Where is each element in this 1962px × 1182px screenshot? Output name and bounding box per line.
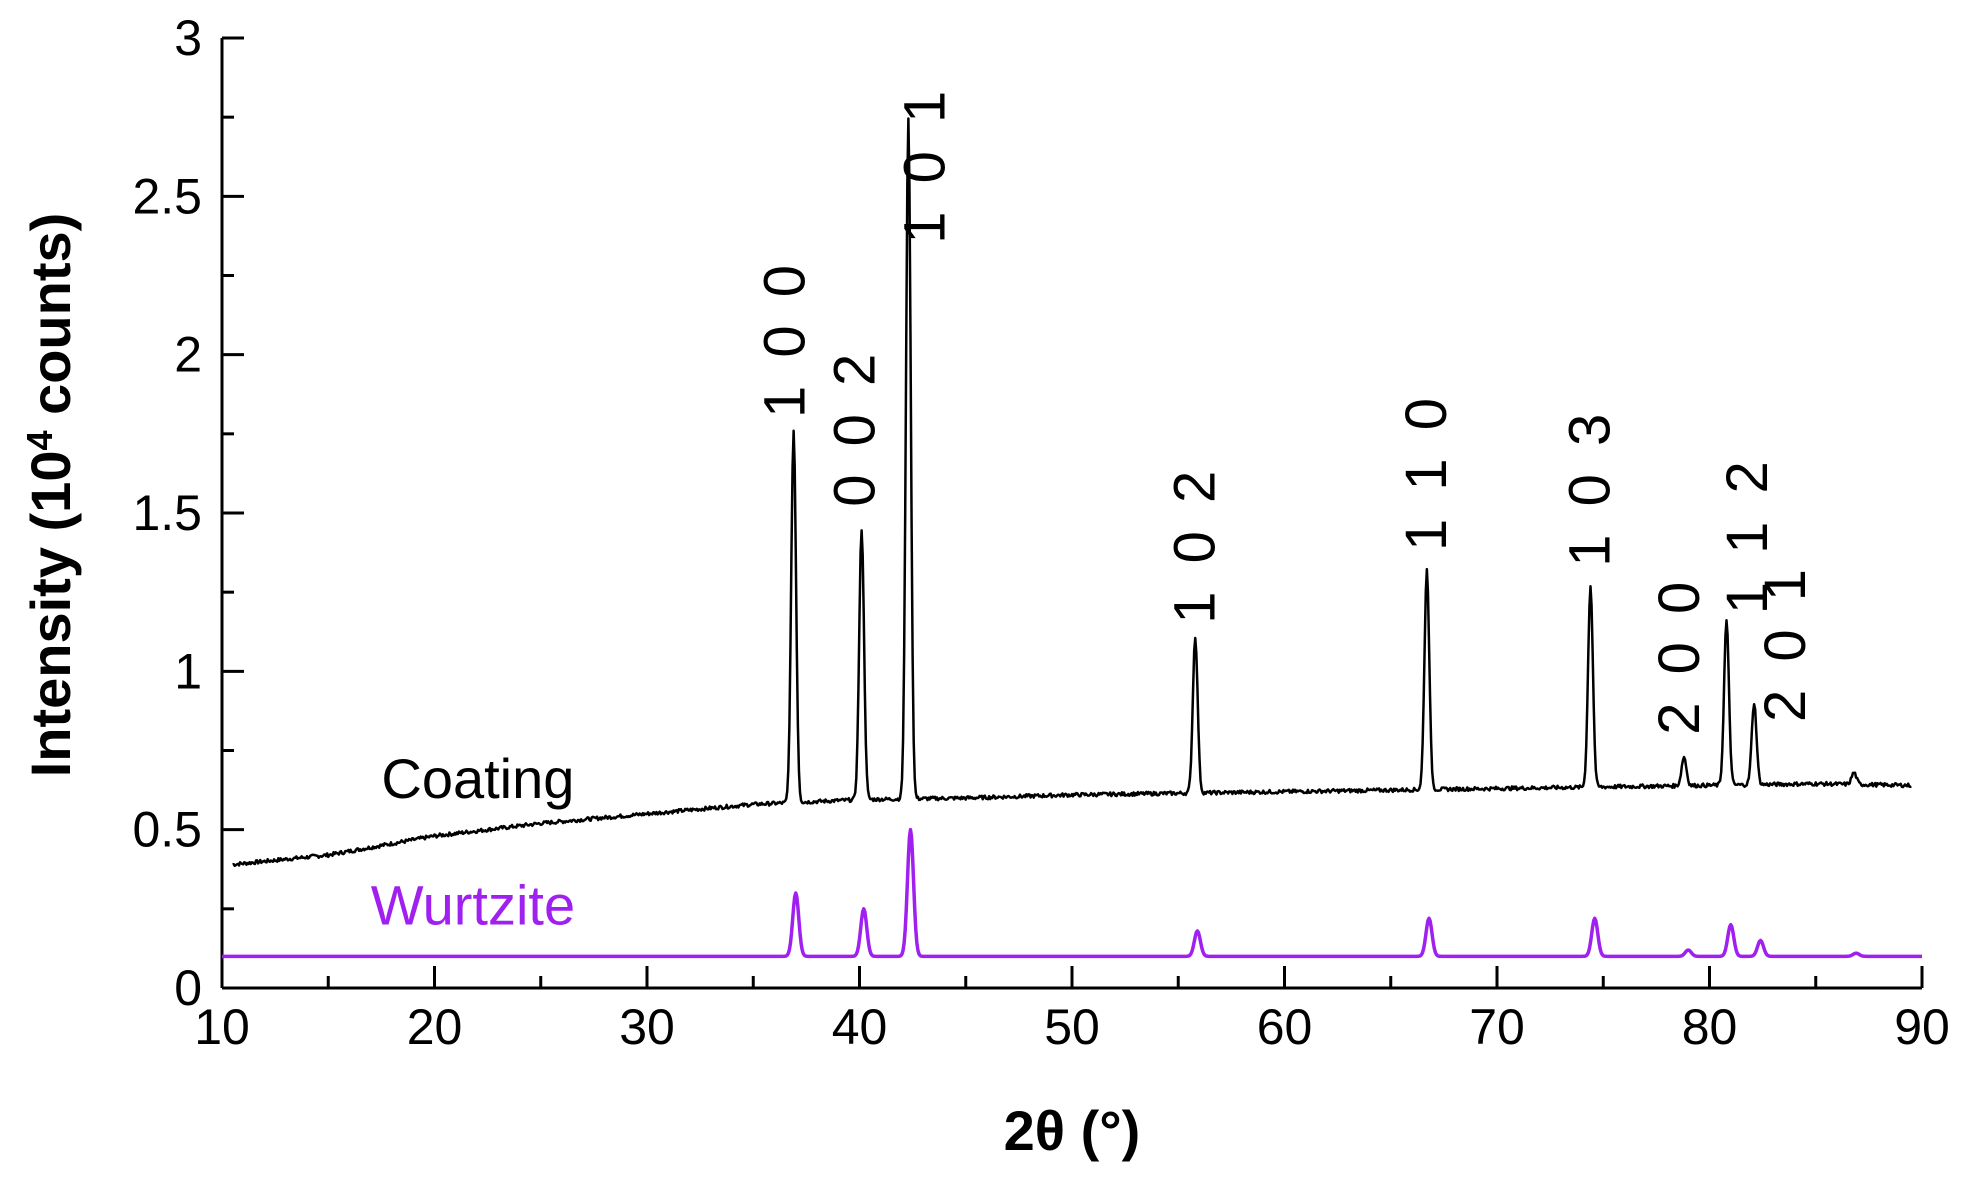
x-tick-label: 10 (194, 999, 250, 1055)
y-axis-title-main: Intensity (10 (19, 451, 82, 778)
peak-label: 2 0 1 (1753, 563, 1818, 722)
peak-label: 2 0 0 (1647, 576, 1712, 735)
x-tick-label: 40 (832, 999, 888, 1055)
peak-label: 1 1 0 (1394, 392, 1459, 551)
x-tick-label: 30 (619, 999, 675, 1055)
y-tick-label: 1.5 (132, 485, 202, 541)
labels-layer: Coating Wurtzite 1 0 00 0 2 1 0 1 1 0 2 1 1 0… (371, 85, 1818, 937)
peak-label: 0 0 2 (822, 348, 887, 507)
series-layer (221, 117, 1923, 959)
series-label: Wurtzite (371, 874, 575, 937)
y-axis-title-sup: 4 (19, 430, 60, 450)
peak-label: 1 0 1 (893, 85, 958, 244)
y-tick-label: 1 (174, 643, 202, 699)
y-tick-label: 3 (174, 10, 202, 66)
y-tick-label: 0 (174, 960, 202, 1016)
peak-label: 1 0 0 (752, 259, 817, 418)
peak-label: 1 0 2 (1162, 465, 1227, 624)
x-tick-label: 60 (1257, 999, 1313, 1055)
y-tick-label: 0.5 (132, 802, 202, 858)
y-axis-title-tail: counts) (19, 213, 82, 431)
y-axis-title: Intensity (104 counts) (19, 213, 82, 778)
y-tick-label: 2 (174, 327, 202, 383)
x-tick-label: 50 (1044, 999, 1100, 1055)
peak-label: 1 1 2 (1715, 455, 1780, 614)
peak-label: 1 0 3 (1558, 408, 1623, 567)
x-tick-label: 20 (407, 999, 463, 1055)
series-wurtzite-line (221, 827, 1923, 959)
series-coating-line (232, 117, 1912, 867)
x-tick-label: 80 (1682, 999, 1738, 1055)
x-axis-title: 2θ (°) (1004, 1099, 1141, 1162)
x-tick-label: 70 (1469, 999, 1525, 1055)
axes: 10 20 30 40 50 60 70 80 90 0 0.5 1 1.5 2 2.5 3 (132, 10, 1949, 1055)
series-label: Coating (381, 747, 574, 810)
x-tick-label: 90 (1894, 999, 1950, 1055)
y-tick-label: 2.5 (132, 168, 202, 224)
